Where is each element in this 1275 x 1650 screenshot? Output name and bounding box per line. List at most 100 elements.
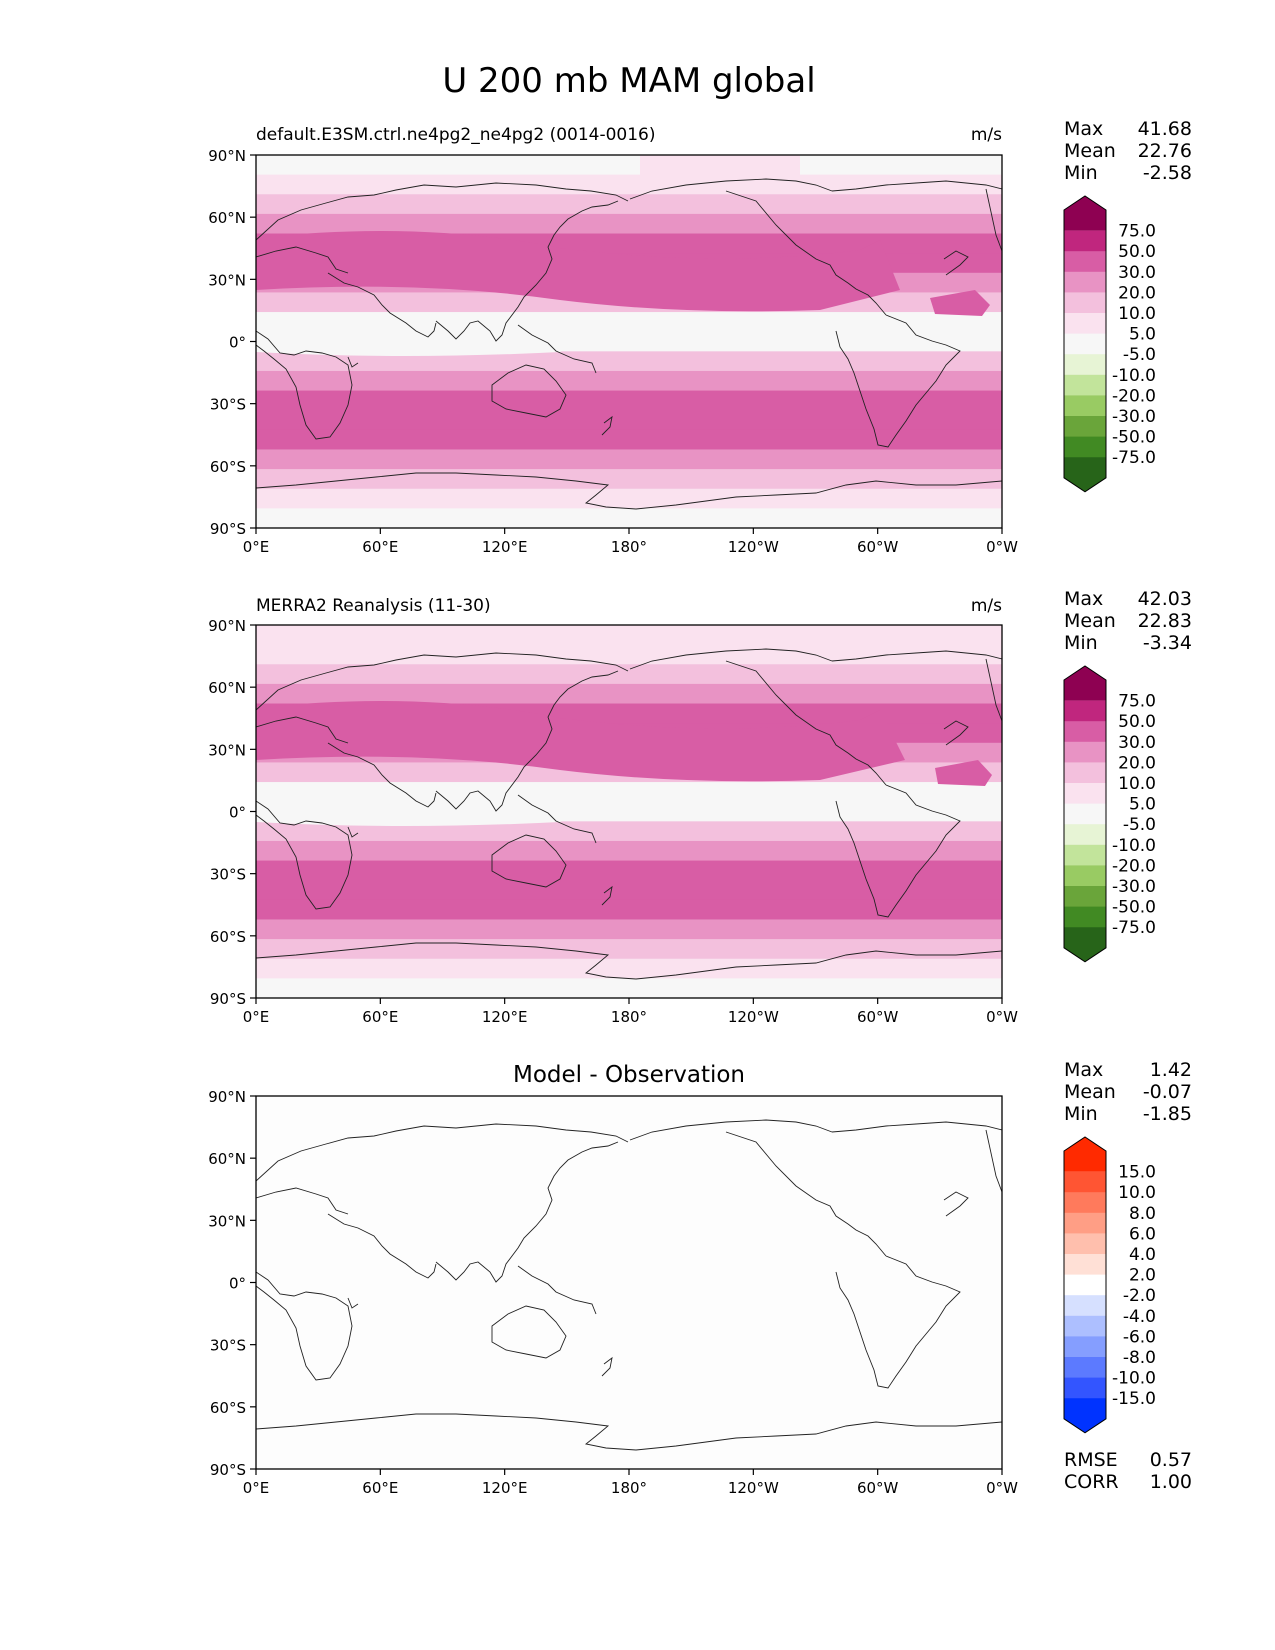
stat-mean-value: 22.76 <box>1138 140 1192 162</box>
colorbar-tick-label: 50.0 <box>1118 242 1156 262</box>
colorbar-segment <box>1064 1315 1106 1337</box>
colorbar-tick-label: -5.0 <box>1123 815 1156 835</box>
y-tick-label: 90°N <box>208 617 246 635</box>
colorbar-tick-label: -30.0 <box>1112 877 1156 897</box>
colorbar-segment <box>1064 1274 1106 1296</box>
map-field <box>256 1096 1002 1469</box>
colorbar-tick-label: -50.0 <box>1112 898 1156 918</box>
colorbar-extend-max <box>1064 196 1106 231</box>
colorbar-tick-label: -15.0 <box>1112 1389 1156 1409</box>
y-tick-label: 30°S <box>210 396 246 414</box>
rmse-label: RMSE <box>1064 1449 1118 1471</box>
stat-mean-label: Mean <box>1064 140 1116 162</box>
contour-band <box>256 194 1002 215</box>
contour-band <box>256 860 1002 881</box>
rmse-value: 0.57 <box>1150 1449 1192 1471</box>
stat-max-value: 1.42 <box>1150 1059 1192 1081</box>
contour-band <box>256 880 1002 901</box>
contour-patch <box>256 316 600 356</box>
x-tick-label: 60°E <box>362 538 398 556</box>
contour-band <box>256 899 1002 921</box>
x-tick-label: 120°E <box>482 538 528 556</box>
colorbar-segment <box>1064 271 1106 293</box>
stat-max-label: Max <box>1064 588 1103 610</box>
colorbar-tick-label: -10.0 <box>1112 836 1156 856</box>
colorbar-tick-label: -4.0 <box>1123 1307 1156 1327</box>
contour-band <box>256 390 1002 411</box>
colorbar-segment <box>1064 1212 1106 1234</box>
colorbar: 75.050.030.020.010.05.0-5.0-10.0-20.0-30… <box>1063 665 1156 963</box>
x-axis-ticks: 0°E 60°E 120°E 180° 120°W 60°W 0°W <box>243 1469 1018 1497</box>
panel-title: Model - Observation <box>513 1062 745 1088</box>
y-tick-label: 30°N <box>208 1212 246 1230</box>
stat-min-value: -1.85 <box>1143 1103 1192 1125</box>
stats-box: Max 42.03 Mean 22.83 Min -3.34 <box>1064 588 1192 654</box>
y-axis-ticks: 90°N 60°N 30°N 0° 30°S 60°S 90°S <box>208 617 256 1008</box>
stat-max-value: 41.68 <box>1138 118 1192 140</box>
y-tick-label: 90°N <box>208 147 246 165</box>
x-tick-label: 60°W <box>857 1479 899 1497</box>
colorbar-segment <box>1064 395 1106 417</box>
colorbar-tick-label: 5.0 <box>1129 325 1156 345</box>
colorbar-segment <box>1064 1336 1106 1358</box>
panel-difference: Model - Observation 0°E 60°E 120°E 180° 120°… <box>208 1059 1192 1497</box>
contour-band <box>256 449 1002 470</box>
y-tick-label: 90°S <box>210 1461 246 1479</box>
map-field <box>256 625 1002 998</box>
colorbar-segment <box>1064 906 1106 928</box>
contour-band <box>256 174 1002 195</box>
colorbar-tick-label: 10.0 <box>1118 1183 1156 1203</box>
x-tick-label: 120°W <box>728 1008 779 1026</box>
colorbar-tick-label: 2.0 <box>1129 1266 1156 1286</box>
colorbar-segment <box>1064 1295 1106 1317</box>
figure-title: U 200 mb MAM global <box>442 61 815 101</box>
contour-patch <box>640 155 800 181</box>
corr-value: 1.00 <box>1150 1471 1192 1493</box>
colorbar-tick-label: -10.0 <box>1112 366 1156 386</box>
x-tick-label: 0°W <box>986 538 1018 556</box>
colorbar-segment <box>1064 292 1106 314</box>
x-tick-label: 60°E <box>362 1008 398 1026</box>
stats-box: Max 1.42 Mean -0.07 Min -1.85 <box>1064 1059 1192 1125</box>
colorbar-tick-label: 5.0 <box>1129 795 1156 815</box>
colorbar-tick-label: -75.0 <box>1112 918 1156 938</box>
colorbar-tick-label: 75.0 <box>1118 222 1156 242</box>
y-tick-label: 0° <box>229 334 246 352</box>
stat-max-label: Max <box>1064 118 1103 140</box>
colorbar-segment <box>1064 251 1106 273</box>
colorbar-segment <box>1064 1254 1106 1275</box>
contour-patch <box>930 290 990 316</box>
colorbar-extend-min <box>1064 1398 1106 1433</box>
x-tick-label: 0°W <box>986 1008 1018 1026</box>
colorbar-segment <box>1064 803 1106 825</box>
colorbar-tick-label: 10.0 <box>1118 304 1156 324</box>
stat-max-label: Max <box>1064 1059 1103 1081</box>
stat-mean-value: 22.83 <box>1138 610 1192 632</box>
colorbar-tick-label: 8.0 <box>1129 1204 1156 1224</box>
x-tick-label: 60°W <box>857 1008 899 1026</box>
stat-mean-label: Mean <box>1064 610 1116 632</box>
colorbar-segment <box>1064 700 1106 722</box>
contour-band <box>256 370 1002 392</box>
contour-band <box>256 213 1002 235</box>
x-tick-label: 0°W <box>986 1479 1018 1497</box>
x-tick-label: 60°W <box>857 538 899 556</box>
panel-title: default.E3SM.ctrl.ne4pg2_ne4pg2 (0014-00… <box>256 125 656 145</box>
y-tick-label: 30°S <box>210 866 246 884</box>
contour-patch <box>420 625 640 647</box>
colorbar-tick-label: 30.0 <box>1118 733 1156 753</box>
colorbar-outline <box>1063 1136 1107 1434</box>
contour-band <box>256 351 1002 372</box>
colorbar-segment <box>1064 333 1106 355</box>
stat-min-label: Min <box>1064 632 1098 654</box>
y-tick-label: 60°S <box>210 928 246 946</box>
contour-band <box>256 429 1002 451</box>
y-tick-label: 60°N <box>208 209 246 227</box>
y-tick-label: 30°N <box>208 271 246 289</box>
corr-label: CORR <box>1064 1471 1119 1493</box>
colorbar-segment <box>1064 230 1106 252</box>
colorbar-tick-label: -6.0 <box>1123 1327 1156 1347</box>
colorbar-tick-label: 30.0 <box>1118 263 1156 283</box>
panel-units: m/s <box>971 596 1002 616</box>
